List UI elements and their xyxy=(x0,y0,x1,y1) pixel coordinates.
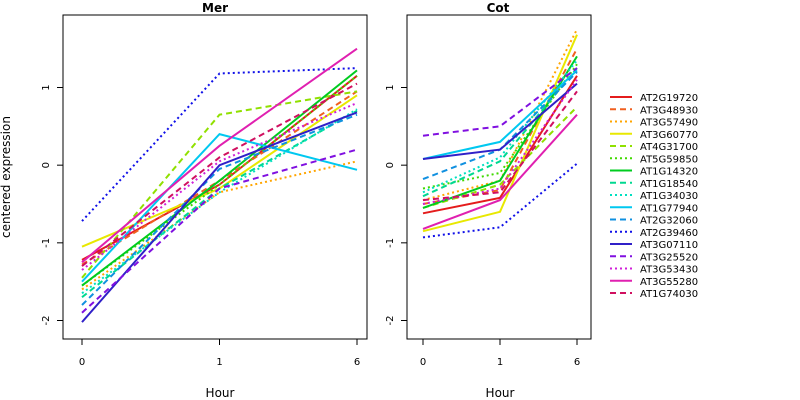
legend-label: AT1G74030 xyxy=(640,289,698,300)
y-tick-label: -1 xyxy=(385,238,396,248)
x-tick-label: 0 xyxy=(420,357,426,368)
legend-label: AT2G32060 xyxy=(640,216,698,227)
x-axis-label-mer: Hour xyxy=(206,386,235,400)
series-line-1-at3g25520 xyxy=(422,67,578,137)
legend-label: AT1G14320 xyxy=(640,167,698,178)
series-line-1-at2g19720 xyxy=(422,75,578,215)
legend-label: AT4G31700 xyxy=(640,142,698,153)
series-line-1-at4g31700 xyxy=(422,106,578,209)
series-line-1-at2g39460 xyxy=(422,162,578,239)
axis-ticks-cot: 0 1 6 -2 -1 0 1 xyxy=(385,84,580,368)
x-axis-label-cot: Hour xyxy=(486,386,515,400)
series-line-0-at3g55280 xyxy=(81,47,358,264)
x-tick-label: 6 xyxy=(354,357,360,368)
series-line-0-at1g18540 xyxy=(81,109,358,298)
legend-label: AT2G19720 xyxy=(640,93,698,104)
legend-label: AT3G07110 xyxy=(640,240,698,251)
y-tick-label: 1 xyxy=(385,84,396,90)
y-tick-label: -1 xyxy=(41,238,52,248)
series-line-1-at5g59850 xyxy=(422,63,578,190)
y-axis-label: centered expression xyxy=(0,116,13,238)
series-line-0-at3g07110 xyxy=(81,111,358,323)
y-tick-label: -2 xyxy=(41,316,52,326)
legend-label: AT1G77940 xyxy=(640,203,698,214)
series-line-0-at1g14320 xyxy=(81,69,358,287)
plot-frame-mer xyxy=(62,14,368,340)
y-tick-label: -2 xyxy=(385,316,396,326)
x-tick-label: 1 xyxy=(216,357,222,368)
plot-frame-cot xyxy=(406,14,592,340)
legend-label: AT1G18540 xyxy=(640,179,698,190)
x-tick-label: 6 xyxy=(574,357,580,368)
series-line-1-at1g77940 xyxy=(422,69,578,160)
series-line-1-at3g53430 xyxy=(422,79,578,205)
series-line-0-at3g25520 xyxy=(81,148,358,314)
series-lines-cot xyxy=(422,28,578,239)
x-tick-label: 0 xyxy=(79,357,85,368)
legend-label: AT3G25520 xyxy=(640,252,698,263)
series-lines-mer xyxy=(81,47,358,323)
series-line-0-at3g57490 xyxy=(81,160,358,291)
y-tick-label: 1 xyxy=(41,84,52,90)
panel-cot: Cot Hour 0 1 6 -2 -1 0 1 xyxy=(385,1,592,400)
series-line-0-at5g59850 xyxy=(81,75,358,287)
series-line-0-at1g74030 xyxy=(81,82,358,267)
panel-mer: Mer Hour centered expression 0 1 6 -2 -1 0 1 xyxy=(0,1,368,400)
legend-label: AT3G57490 xyxy=(640,118,698,129)
series-line-1-at3g07110 xyxy=(422,82,578,160)
legend-label: AT3G55280 xyxy=(640,277,698,288)
series-line-1-at3g55280 xyxy=(422,114,578,230)
series-line-0-at2g39460 xyxy=(81,67,358,222)
series-line-1-at1g74030 xyxy=(422,90,578,202)
legend-label: AT3G60770 xyxy=(640,130,698,141)
legend-label: AT1G34030 xyxy=(640,191,698,202)
y-tick-label: 0 xyxy=(41,162,52,168)
legend-label: AT2G39460 xyxy=(640,228,698,239)
legend-label: AT3G48930 xyxy=(640,105,698,116)
x-tick-label: 1 xyxy=(497,357,503,368)
axis-ticks-mer: 0 1 6 -2 -1 0 1 xyxy=(41,84,360,368)
legend-label: AT5G59850 xyxy=(640,154,698,165)
legend-label: AT3G53430 xyxy=(640,265,698,276)
series-line-1-at3g57490 xyxy=(422,28,578,202)
series-line-0-at3g53430 xyxy=(81,102,358,271)
y-tick-label: 0 xyxy=(385,162,396,168)
chart-title-mer: Mer xyxy=(202,1,228,15)
series-line-0-at2g32060 xyxy=(81,113,358,306)
chart-title-cot: Cot xyxy=(487,1,510,15)
series-line-1-at1g34030 xyxy=(422,59,578,194)
series-line-0-at1g77940 xyxy=(81,132,358,283)
